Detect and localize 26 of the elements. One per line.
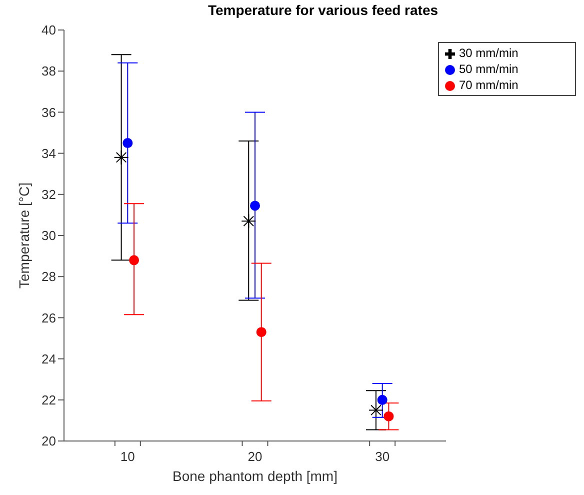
y-tick-label: 22 [42,392,56,408]
legend-label: 50 mm/min [459,62,518,76]
point [384,411,394,422]
point [129,255,140,266]
y-axis-title: Temperature [°C] [16,182,32,288]
y-tick-label: 32 [42,187,56,202]
x-tick-label: 30 [375,449,390,464]
x-tick-label: 10 [120,449,135,464]
y-tick-label: 28 [42,269,56,284]
y-tick-label: 20 [42,434,56,449]
y-tick-label: 34 [42,146,56,161]
point [250,200,260,211]
y-tick-label: 36 [42,104,56,120]
y-tick-label: 26 [42,310,56,326]
y-tick-label: 30 [42,228,56,244]
point [122,138,133,148]
chart-title: Temperature for various feed rates [206,2,440,18]
y-tick-label: 40 [42,22,56,38]
x-tick-label: 20 [248,449,262,464]
legend-label: 30 mm/min [459,46,518,60]
legend-label: 70 mm/min [459,78,518,92]
y-tick-label: 24 [42,351,56,366]
y-tick-label: 38 [42,64,56,79]
x-axis-title: Bone phantom depth [mm] [172,468,338,484]
point [377,394,388,405]
point [256,327,266,338]
